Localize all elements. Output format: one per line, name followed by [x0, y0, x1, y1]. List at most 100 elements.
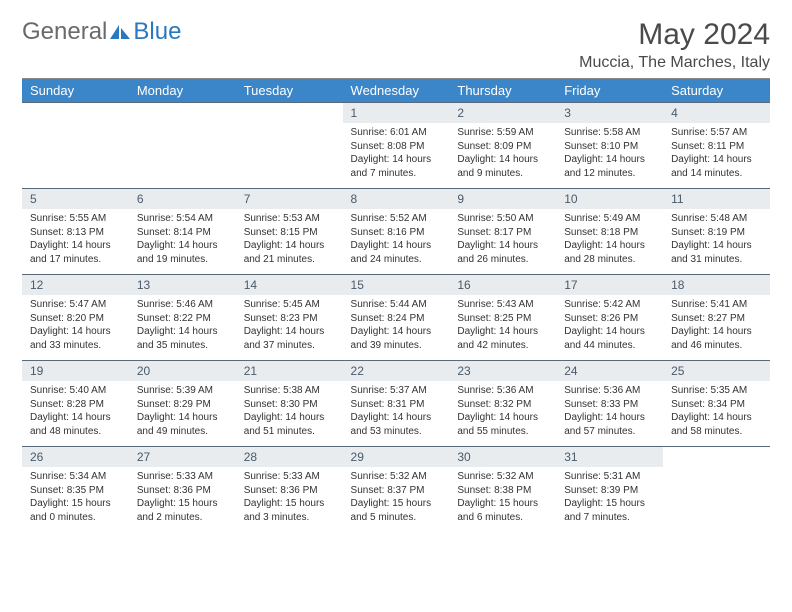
- calendar-body: 1Sunrise: 6:01 AMSunset: 8:08 PMDaylight…: [22, 103, 770, 533]
- day-details: Sunrise: 5:35 AMSunset: 8:34 PMDaylight:…: [663, 381, 770, 442]
- day-details: Sunrise: 5:45 AMSunset: 8:23 PMDaylight:…: [236, 295, 343, 356]
- day-number: 29: [343, 447, 450, 467]
- calendar-cell: 25Sunrise: 5:35 AMSunset: 8:34 PMDayligh…: [663, 361, 770, 447]
- calendar-cell: 21Sunrise: 5:38 AMSunset: 8:30 PMDayligh…: [236, 361, 343, 447]
- day-number: 28: [236, 447, 343, 467]
- calendar-cell: 14Sunrise: 5:45 AMSunset: 8:23 PMDayligh…: [236, 275, 343, 361]
- day-number: 12: [22, 275, 129, 295]
- calendar-week: 19Sunrise: 5:40 AMSunset: 8:28 PMDayligh…: [22, 361, 770, 447]
- day-details: Sunrise: 5:44 AMSunset: 8:24 PMDaylight:…: [343, 295, 450, 356]
- calendar-cell: 31Sunrise: 5:31 AMSunset: 8:39 PMDayligh…: [556, 447, 663, 533]
- calendar-cell: 4Sunrise: 5:57 AMSunset: 8:11 PMDaylight…: [663, 103, 770, 189]
- day-number: 15: [343, 275, 450, 295]
- page-subtitle: Muccia, The Marches, Italy: [579, 54, 770, 72]
- calendar-week: 1Sunrise: 6:01 AMSunset: 8:08 PMDaylight…: [22, 103, 770, 189]
- calendar-cell: 1Sunrise: 6:01 AMSunset: 8:08 PMDaylight…: [343, 103, 450, 189]
- day-details: Sunrise: 5:49 AMSunset: 8:18 PMDaylight:…: [556, 209, 663, 270]
- day-details: Sunrise: 5:43 AMSunset: 8:25 PMDaylight:…: [449, 295, 556, 356]
- day-details: Sunrise: 5:31 AMSunset: 8:39 PMDaylight:…: [556, 467, 663, 528]
- day-number: 14: [236, 275, 343, 295]
- day-details: Sunrise: 5:34 AMSunset: 8:35 PMDaylight:…: [22, 467, 129, 528]
- day-number: 19: [22, 361, 129, 381]
- calendar-cell: 18Sunrise: 5:41 AMSunset: 8:27 PMDayligh…: [663, 275, 770, 361]
- day-number: 11: [663, 189, 770, 209]
- calendar-cell: 30Sunrise: 5:32 AMSunset: 8:38 PMDayligh…: [449, 447, 556, 533]
- calendar-cell: 17Sunrise: 5:42 AMSunset: 8:26 PMDayligh…: [556, 275, 663, 361]
- day-details: Sunrise: 5:32 AMSunset: 8:38 PMDaylight:…: [449, 467, 556, 528]
- calendar-cell: 27Sunrise: 5:33 AMSunset: 8:36 PMDayligh…: [129, 447, 236, 533]
- calendar-cell: 9Sunrise: 5:50 AMSunset: 8:17 PMDaylight…: [449, 189, 556, 275]
- day-number: 1: [343, 103, 450, 123]
- day-number: 7: [236, 189, 343, 209]
- day-details: Sunrise: 5:58 AMSunset: 8:10 PMDaylight:…: [556, 123, 663, 184]
- calendar-cell: [663, 447, 770, 533]
- calendar-cell: 28Sunrise: 5:33 AMSunset: 8:36 PMDayligh…: [236, 447, 343, 533]
- day-number: 23: [449, 361, 556, 381]
- calendar-cell: 16Sunrise: 5:43 AMSunset: 8:25 PMDayligh…: [449, 275, 556, 361]
- calendar-cell: 6Sunrise: 5:54 AMSunset: 8:14 PMDaylight…: [129, 189, 236, 275]
- calendar-cell: 8Sunrise: 5:52 AMSunset: 8:16 PMDaylight…: [343, 189, 450, 275]
- calendar-cell: 15Sunrise: 5:44 AMSunset: 8:24 PMDayligh…: [343, 275, 450, 361]
- day-details: Sunrise: 5:42 AMSunset: 8:26 PMDaylight:…: [556, 295, 663, 356]
- calendar-cell: 24Sunrise: 5:36 AMSunset: 8:33 PMDayligh…: [556, 361, 663, 447]
- day-number: 6: [129, 189, 236, 209]
- day-number: 16: [449, 275, 556, 295]
- day-details: Sunrise: 5:39 AMSunset: 8:29 PMDaylight:…: [129, 381, 236, 442]
- day-details: Sunrise: 5:41 AMSunset: 8:27 PMDaylight:…: [663, 295, 770, 356]
- weekday-header: Monday: [129, 79, 236, 103]
- logo-text-gray: General: [22, 18, 107, 46]
- day-details: Sunrise: 5:38 AMSunset: 8:30 PMDaylight:…: [236, 381, 343, 442]
- calendar-cell: 3Sunrise: 5:58 AMSunset: 8:10 PMDaylight…: [556, 103, 663, 189]
- calendar-header: SundayMondayTuesdayWednesdayThursdayFrid…: [22, 79, 770, 103]
- day-details: Sunrise: 5:50 AMSunset: 8:17 PMDaylight:…: [449, 209, 556, 270]
- header: General Blue May 2024 Muccia, The Marche…: [22, 18, 770, 72]
- weekday-header: Saturday: [663, 79, 770, 103]
- calendar-cell: 20Sunrise: 5:39 AMSunset: 8:29 PMDayligh…: [129, 361, 236, 447]
- calendar-week: 26Sunrise: 5:34 AMSunset: 8:35 PMDayligh…: [22, 447, 770, 533]
- day-number: 3: [556, 103, 663, 123]
- day-number: 27: [129, 447, 236, 467]
- title-block: May 2024 Muccia, The Marches, Italy: [579, 18, 770, 72]
- calendar-cell: [22, 103, 129, 189]
- page: General Blue May 2024 Muccia, The Marche…: [0, 0, 792, 551]
- calendar-table: SundayMondayTuesdayWednesdayThursdayFrid…: [22, 78, 770, 533]
- day-number: 22: [343, 361, 450, 381]
- day-details: Sunrise: 5:37 AMSunset: 8:31 PMDaylight:…: [343, 381, 450, 442]
- calendar-cell: [236, 103, 343, 189]
- day-number: 4: [663, 103, 770, 123]
- day-details: Sunrise: 5:32 AMSunset: 8:37 PMDaylight:…: [343, 467, 450, 528]
- calendar-cell: 7Sunrise: 5:53 AMSunset: 8:15 PMDaylight…: [236, 189, 343, 275]
- calendar-cell: 5Sunrise: 5:55 AMSunset: 8:13 PMDaylight…: [22, 189, 129, 275]
- calendar-cell: 29Sunrise: 5:32 AMSunset: 8:37 PMDayligh…: [343, 447, 450, 533]
- logo: General Blue: [22, 18, 181, 46]
- day-details: Sunrise: 5:59 AMSunset: 8:09 PMDaylight:…: [449, 123, 556, 184]
- weekday-header: Thursday: [449, 79, 556, 103]
- day-number: 26: [22, 447, 129, 467]
- page-title: May 2024: [579, 18, 770, 52]
- logo-text-blue: Blue: [133, 18, 181, 46]
- day-details: Sunrise: 5:33 AMSunset: 8:36 PMDaylight:…: [129, 467, 236, 528]
- calendar-cell: 13Sunrise: 5:46 AMSunset: 8:22 PMDayligh…: [129, 275, 236, 361]
- calendar-cell: 23Sunrise: 5:36 AMSunset: 8:32 PMDayligh…: [449, 361, 556, 447]
- day-details: Sunrise: 6:01 AMSunset: 8:08 PMDaylight:…: [343, 123, 450, 184]
- day-details: Sunrise: 5:40 AMSunset: 8:28 PMDaylight:…: [22, 381, 129, 442]
- calendar-cell: 2Sunrise: 5:59 AMSunset: 8:09 PMDaylight…: [449, 103, 556, 189]
- day-details: Sunrise: 5:54 AMSunset: 8:14 PMDaylight:…: [129, 209, 236, 270]
- day-details: Sunrise: 5:36 AMSunset: 8:32 PMDaylight:…: [449, 381, 556, 442]
- day-number: 9: [449, 189, 556, 209]
- calendar-cell: 12Sunrise: 5:47 AMSunset: 8:20 PMDayligh…: [22, 275, 129, 361]
- sail-icon: [109, 24, 131, 40]
- day-number: 8: [343, 189, 450, 209]
- day-details: Sunrise: 5:48 AMSunset: 8:19 PMDaylight:…: [663, 209, 770, 270]
- day-details: Sunrise: 5:57 AMSunset: 8:11 PMDaylight:…: [663, 123, 770, 184]
- day-details: Sunrise: 5:52 AMSunset: 8:16 PMDaylight:…: [343, 209, 450, 270]
- day-number: 5: [22, 189, 129, 209]
- calendar-week: 12Sunrise: 5:47 AMSunset: 8:20 PMDayligh…: [22, 275, 770, 361]
- day-number: 13: [129, 275, 236, 295]
- weekday-header: Sunday: [22, 79, 129, 103]
- weekday-header: Wednesday: [343, 79, 450, 103]
- weekday-header: Friday: [556, 79, 663, 103]
- day-details: Sunrise: 5:55 AMSunset: 8:13 PMDaylight:…: [22, 209, 129, 270]
- day-details: Sunrise: 5:53 AMSunset: 8:15 PMDaylight:…: [236, 209, 343, 270]
- calendar-cell: 19Sunrise: 5:40 AMSunset: 8:28 PMDayligh…: [22, 361, 129, 447]
